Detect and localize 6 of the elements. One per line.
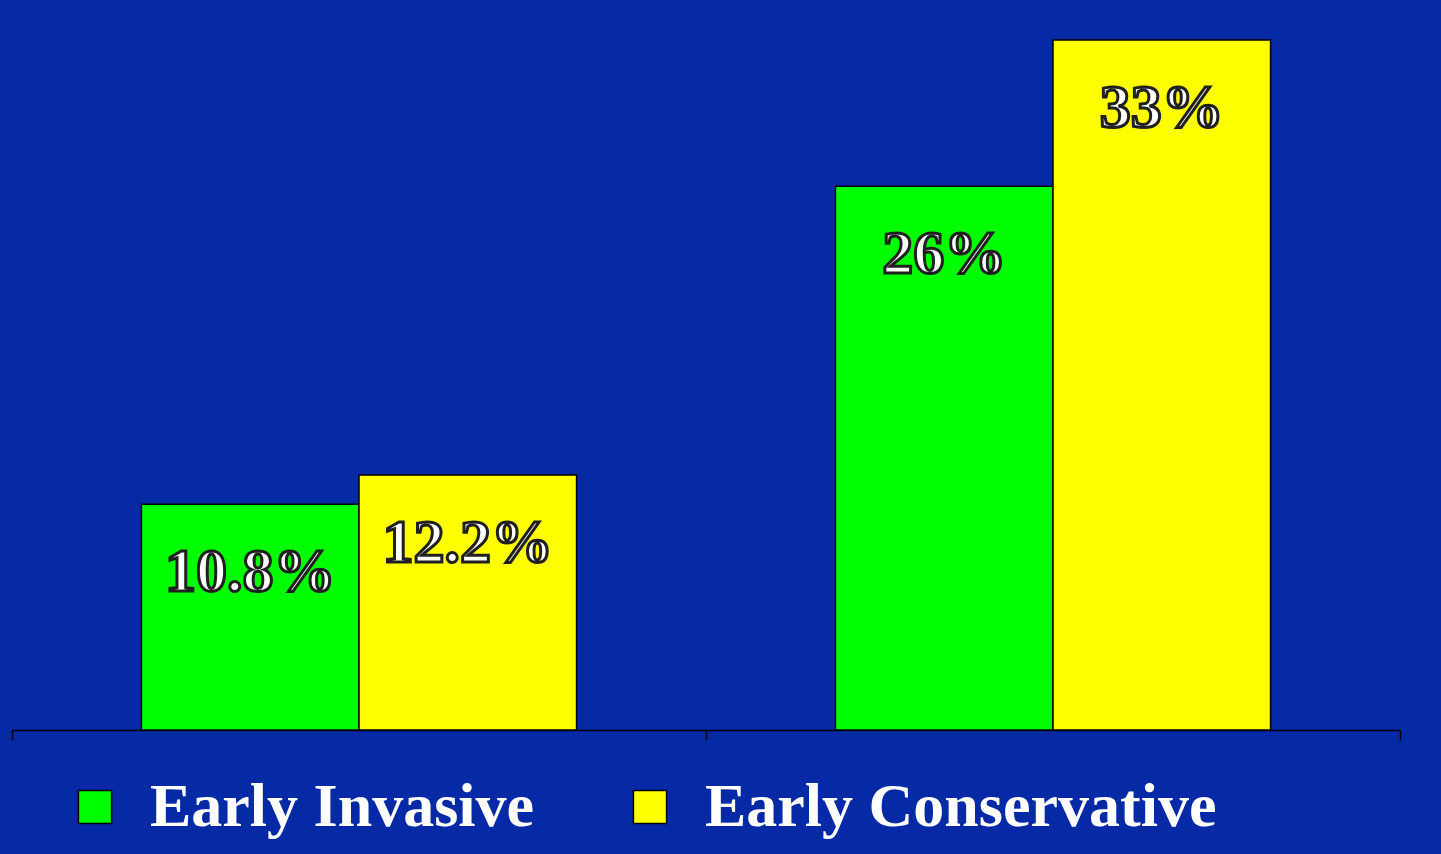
data-label: 10.8% — [164, 536, 336, 605]
data-label: 26% — [882, 218, 1007, 287]
legend-label: Early Conservative — [705, 771, 1217, 839]
legend-label: Early Invasive — [150, 771, 535, 839]
data-label: 12.2% — [382, 506, 554, 575]
data-label: 33% — [1099, 72, 1224, 140]
